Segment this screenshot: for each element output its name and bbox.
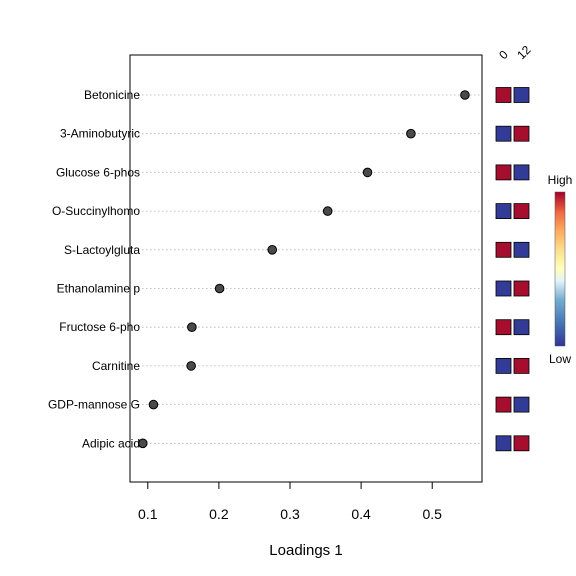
heatmap-cell [495,125,512,142]
heatmap-cell [513,164,530,181]
heatmap-cell [495,280,512,297]
data-point [214,283,225,294]
y-axis-label: Fructose 6-pho [59,320,140,334]
y-axis-label: Betonicine [84,88,140,102]
heatmap-cell [513,87,530,103]
y-axis-label: Glucose 6-phos [56,165,140,179]
heatmap-cell [513,241,530,258]
heatmap-column-label: 0 [496,47,511,62]
legend-low-label: Low [549,352,571,366]
x-tick-label: 0.3 [280,506,300,522]
data-point [187,322,197,333]
heatmap-cell [495,357,512,374]
y-axis-label: 3-Aminobutyric [60,127,140,141]
data-point [138,438,148,449]
heatmap-column-label: 12 [514,43,534,63]
y-axis-label: Ethanolamine p [57,282,141,296]
heatmap-cells [495,87,530,452]
heatmap-cell [513,203,530,220]
x-tick-label: 0.2 [209,506,229,522]
data-points [138,90,470,449]
heatmap-cell [495,435,512,452]
heatmap-cell [495,164,512,181]
x-tick-label: 0.1 [138,506,158,522]
heatmap-cell [495,203,512,220]
x-tick-label: 0.4 [351,506,371,522]
heatmap-cell [513,357,530,374]
x-axis-title: Loadings 1 [269,542,342,559]
data-point [148,399,159,410]
heatmap-cell [495,241,512,258]
heatmap-cell [495,396,512,413]
y-axis-label: Carnitine [92,359,140,373]
x-axis: 0.1 0.2 0.3 0.4 0.5 [138,481,442,522]
data-point [186,361,196,371]
x-tick-label: 0.5 [422,506,442,522]
legend-high-label: High [548,173,573,187]
y-axis-label: O-Succinylhomo [52,204,140,218]
data-point [460,90,470,100]
color-legend: High Low [548,173,573,366]
y-axis-labels: Betonicine 3-Aminobutyric Glucose 6-phos O-… [48,88,140,450]
heatmap-cell [513,280,530,297]
heatmap-cell [513,396,530,413]
heatmap-column-labels: 0 12 [496,43,534,63]
plot-frame [129,54,483,483]
data-point [362,167,373,178]
heatmap-cell [513,319,530,336]
data-point [322,206,333,216]
legend-color-bar [554,191,566,347]
gridlines [130,94,482,444]
data-point [406,128,416,139]
heatmap-cell [513,435,530,452]
heatmap-cell [495,87,512,103]
heatmap-cell [495,319,512,336]
y-axis-label: Adipic acid [82,436,140,450]
y-axis-label: S-Lactoylgluta [64,243,140,257]
data-point [267,245,278,255]
y-axis-label: GDP-mannose G [48,398,140,412]
heatmap-cell [513,125,530,142]
